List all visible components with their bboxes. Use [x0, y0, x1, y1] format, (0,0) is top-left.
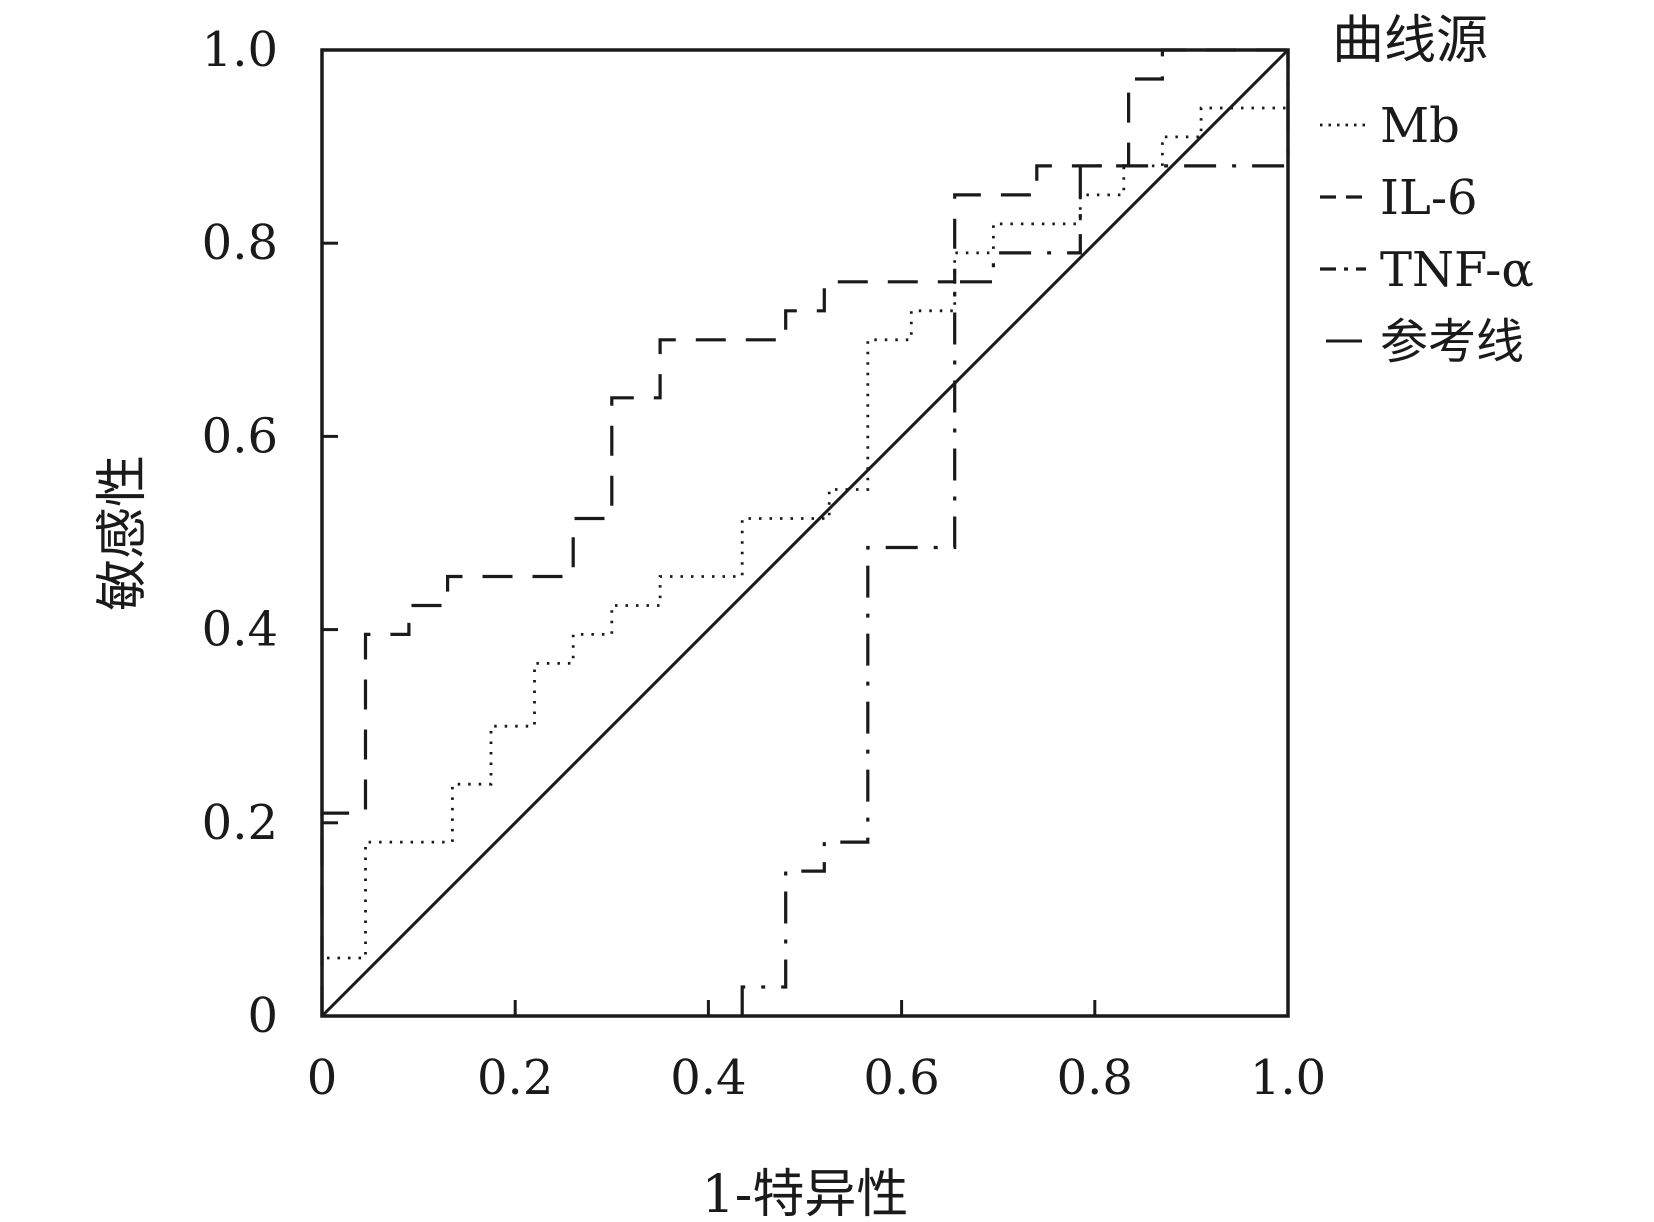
x-axis-title: 1-特异性: [702, 1165, 909, 1217]
y-tick-label: 0.2: [202, 795, 278, 851]
legend-label: TNF-α: [1380, 242, 1534, 298]
y-tick-label: 0.6: [202, 408, 278, 464]
x-tick-label: 0.2: [477, 1050, 553, 1106]
ticks-layer: 0 0.2 0.4 0.6 0.8 1.0 0 0.2 0.4 0.6 0.8 1.0: [202, 22, 1327, 1106]
x-tick-label: 1.0: [1250, 1050, 1326, 1106]
y-tick-label: 0.4: [202, 602, 278, 658]
legend-item-il-6: IL-6: [1320, 170, 1478, 226]
series-layer: [320, 48, 1290, 1018]
y-axis-title: 敏感性: [93, 455, 153, 611]
y-tick-label: 0.8: [202, 215, 278, 271]
legend-item-mb: Mb: [1320, 98, 1460, 154]
legend-label: Mb: [1380, 98, 1460, 154]
series-line-reference: [320, 48, 1290, 1018]
y-tick-label: 0: [247, 988, 278, 1044]
legend-label: 参考线: [1380, 314, 1524, 370]
series-line-tnf: [740, 50, 1290, 1016]
legend-item-reference: 参考线: [1326, 314, 1524, 370]
x-tick-label: 0.4: [670, 1050, 746, 1106]
legend-label: IL-6: [1380, 170, 1478, 226]
x-tick-label: 0: [307, 1050, 338, 1106]
legend-title: 曲线源: [1332, 11, 1488, 71]
legend-items: Mb IL-6 TNF-α 参考线: [1320, 98, 1534, 370]
series-line-mb: [320, 50, 1290, 1016]
legend-item-tnf: TNF-α: [1320, 242, 1534, 298]
y-tick-label: 1.0: [202, 22, 278, 78]
legend: 曲线源 Mb IL-6 TNF-α 参考线: [1320, 11, 1534, 370]
x-tick-label: 0.6: [863, 1050, 939, 1106]
x-tick-label: 0.8: [1057, 1050, 1133, 1106]
plot-frame: [320, 48, 1290, 1018]
